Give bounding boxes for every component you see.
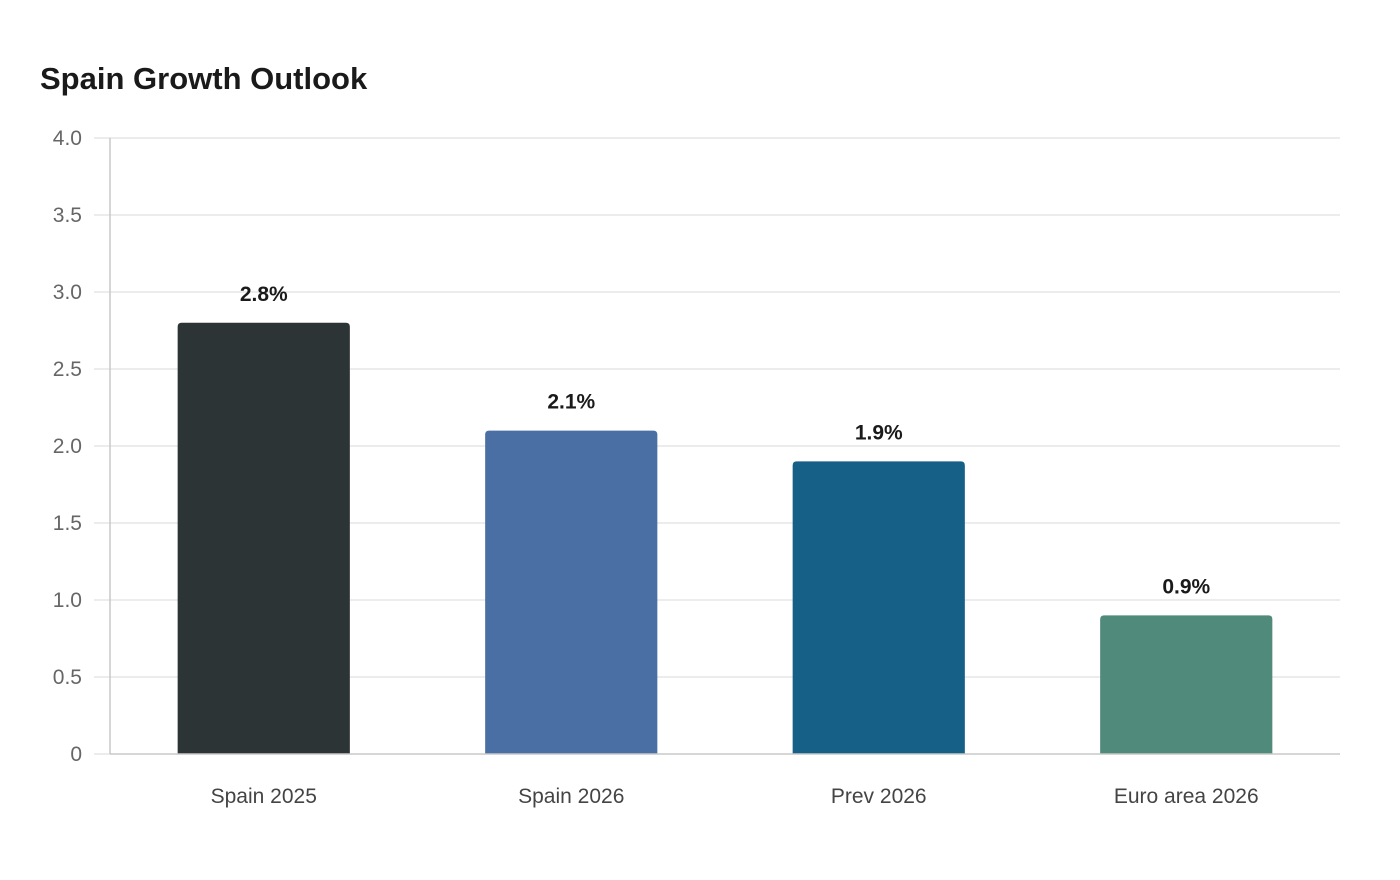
bar-prev-2026 [792, 461, 965, 754]
y-tick-label: 1.5 [53, 512, 82, 535]
y-tick-label: 2.0 [53, 435, 82, 458]
y-tick-label: 2.5 [53, 358, 82, 381]
y-tick-label: 4.0 [53, 127, 82, 150]
value-label: 2.8% [240, 283, 288, 306]
value-label: 0.9% [1162, 575, 1210, 598]
y-tick-label: 0.5 [53, 666, 82, 689]
x-axis-labels: Spain 2025 Spain 2026 Prev 2026 Euro area 2… [211, 785, 1259, 808]
value-labels: 2.8% 2.1% 1.9% 0.9% [240, 283, 1211, 599]
y-tick-label: 3.0 [53, 281, 82, 304]
x-tick-label: Euro area 2026 [1114, 785, 1259, 808]
chart-title: Spain Growth Outlook [40, 61, 368, 96]
y-axis-ticks: 0 0.5 1.0 1.5 2.0 2.5 3.0 3.5 4.0 [53, 127, 82, 766]
x-tick-label: Spain 2026 [518, 785, 624, 808]
y-tick-label: 3.5 [53, 204, 82, 227]
y-tick-label: 1.0 [53, 589, 82, 612]
value-label: 2.1% [547, 391, 595, 414]
x-tick-label: Spain 2025 [211, 785, 317, 808]
bar-euro-area-2026 [1100, 615, 1273, 754]
y-tick-label: 0 [70, 743, 82, 766]
x-tick-label: Prev 2026 [831, 785, 927, 808]
bar-spain-2025 [177, 322, 350, 754]
bar-spain-2026 [485, 430, 658, 754]
value-label: 1.9% [855, 421, 903, 444]
bars [177, 322, 1273, 754]
